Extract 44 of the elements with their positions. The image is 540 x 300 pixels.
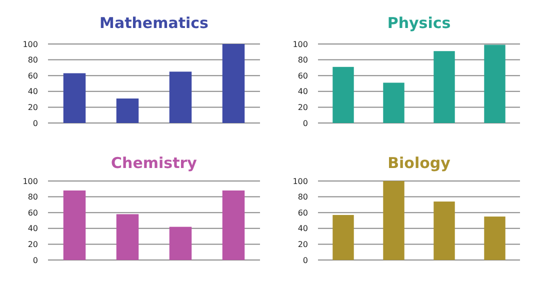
chart-title: Physics	[387, 14, 451, 32]
y-tick-label: 60	[298, 208, 308, 218]
y-tick-label: 80	[298, 56, 308, 65]
bar	[332, 66, 354, 123]
y-tick-label: 60	[28, 71, 38, 80]
y-tick-label: 20	[28, 240, 38, 249]
y-tick-label: 100	[22, 176, 38, 186]
bar	[169, 226, 192, 260]
bar	[63, 190, 86, 260]
bar	[383, 82, 404, 123]
y-tick-label: 100	[292, 40, 308, 49]
bar	[484, 44, 506, 123]
y-tick-label: 60	[28, 208, 38, 218]
y-tick-label: 20	[28, 103, 38, 112]
bar	[434, 51, 455, 123]
y-tick-label: 20	[298, 103, 308, 112]
y-tick-label: 0	[302, 256, 308, 265]
bar	[383, 181, 404, 260]
y-tick-label: 0	[32, 256, 38, 265]
y-tick-label: 80	[298, 192, 308, 202]
bar	[63, 73, 86, 123]
y-tick-label: 40	[298, 224, 308, 234]
bar	[222, 190, 245, 260]
y-tick-label: 0	[32, 118, 38, 128]
bar	[484, 216, 506, 260]
y-tick-label: 80	[28, 56, 38, 65]
bar	[222, 44, 245, 123]
y-tick-label: 40	[298, 87, 308, 96]
chart-title: Mathematics	[100, 14, 209, 32]
bar	[332, 214, 354, 260]
y-tick-label: 80	[28, 192, 38, 202]
bar	[116, 214, 139, 260]
y-tick-label: 40	[28, 224, 38, 234]
y-tick-label: 40	[28, 87, 38, 96]
chart-title: Biology	[388, 154, 451, 172]
bar	[169, 72, 192, 123]
y-tick-label: 100	[292, 176, 308, 186]
bar	[434, 202, 455, 260]
y-tick-label: 100	[22, 40, 38, 49]
y-tick-label: 60	[298, 71, 308, 80]
y-tick-label: 0	[302, 118, 308, 128]
chart-title: Chemistry	[111, 154, 198, 172]
y-tick-label: 20	[298, 240, 308, 249]
bar	[116, 98, 139, 123]
